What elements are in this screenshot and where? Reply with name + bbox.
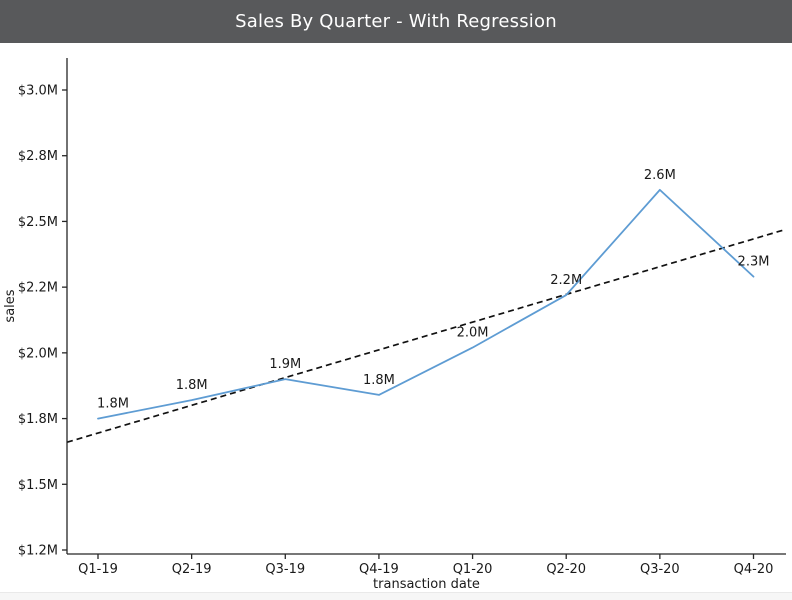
x-tick-label: Q3-19 bbox=[265, 562, 305, 577]
y-axis-label: sales bbox=[3, 289, 18, 322]
x-tick-label: Q2-20 bbox=[546, 562, 586, 577]
y-tick-label: $2.8M bbox=[18, 149, 58, 164]
sales-line bbox=[97, 188, 755, 420]
data-label: 2.0M bbox=[457, 326, 489, 341]
y-tick-label: $2.5M bbox=[18, 215, 58, 230]
regression-line bbox=[66, 228, 787, 444]
data-label: 1.8M bbox=[363, 373, 395, 388]
data-label: 1.8M bbox=[97, 397, 129, 412]
chart-title: Sales By Quarter - With Regression bbox=[235, 11, 557, 32]
status-bar bbox=[0, 592, 792, 600]
data-label: 1.9M bbox=[269, 357, 301, 372]
y-tick-label: $2.0M bbox=[18, 346, 58, 361]
y-tick-label: $1.5M bbox=[18, 478, 58, 493]
data-label: 2.3M bbox=[738, 255, 770, 270]
data-label: 2.2M bbox=[550, 273, 582, 288]
x-tick-label: Q4-20 bbox=[734, 562, 774, 577]
y-tick-label: $1.8M bbox=[18, 412, 58, 427]
data-label: 1.8M bbox=[176, 378, 208, 393]
plot-area: 1.8M 1.8M 1.9M 1.8M 2.0M 2.2M 2.6M 2.3M $3.0M $2.… bbox=[3, 58, 787, 592]
x-tick-label: Q1-20 bbox=[453, 562, 493, 577]
y-tick-label: $2.2M bbox=[18, 281, 58, 296]
data-label: 2.6M bbox=[644, 168, 676, 183]
chart-title-bar: Sales By Quarter - With Regression bbox=[0, 0, 792, 43]
x-tick-label: Q2-19 bbox=[172, 562, 212, 577]
y-tick-label: $3.0M bbox=[18, 84, 58, 99]
x-tick-label: Q3-20 bbox=[640, 562, 680, 577]
x-tick-label: Q4-19 bbox=[359, 562, 399, 577]
x-axis-label: transaction date bbox=[373, 577, 480, 592]
x-tick-label: Q1-19 bbox=[78, 562, 118, 577]
y-tick-label: $1.2M bbox=[18, 544, 58, 559]
